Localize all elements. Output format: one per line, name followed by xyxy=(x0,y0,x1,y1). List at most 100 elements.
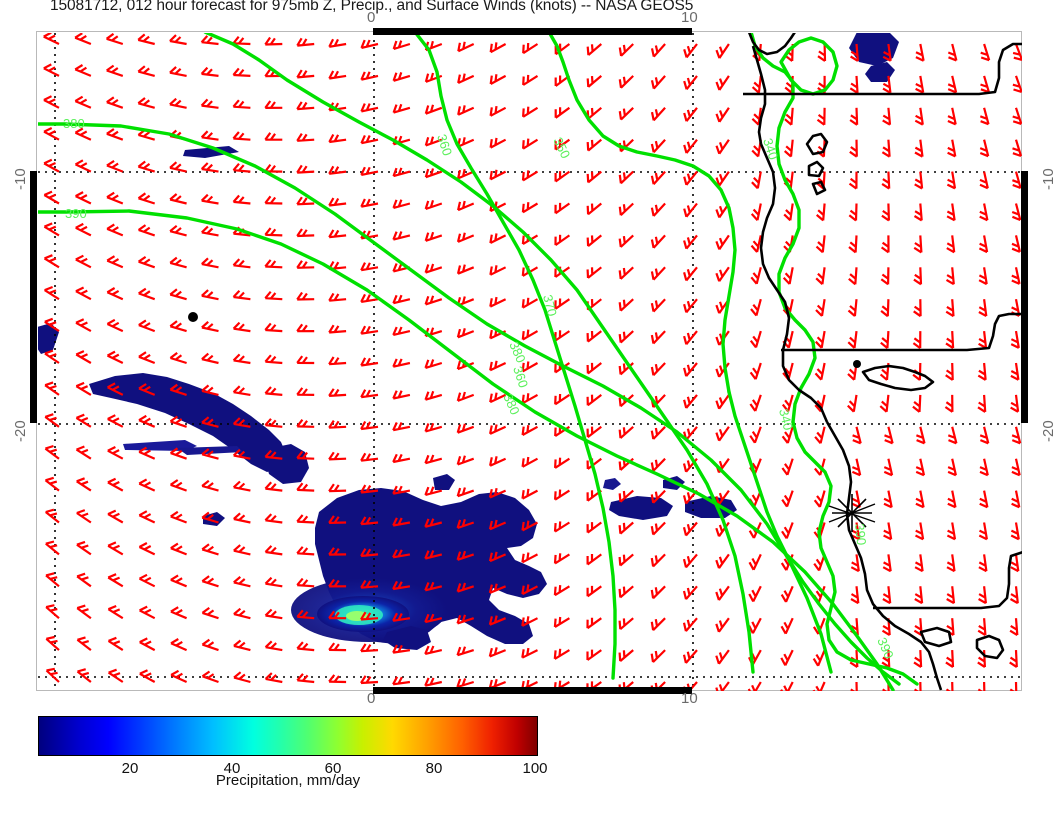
wind-barb xyxy=(201,638,219,652)
wind-barb xyxy=(424,677,443,687)
wind-barb xyxy=(554,457,570,469)
contour-label: 340 xyxy=(776,407,796,432)
wind-barb xyxy=(392,231,411,241)
wind-barb xyxy=(883,490,893,509)
wind-barb xyxy=(780,681,794,691)
wind-barb xyxy=(74,159,92,173)
wind-barb xyxy=(392,358,411,368)
wind-barb xyxy=(169,66,187,77)
wind-barb xyxy=(76,604,92,620)
wind-barb xyxy=(489,456,507,467)
wind-barb xyxy=(977,681,986,691)
wind-barb xyxy=(554,330,571,342)
wind-barb xyxy=(232,321,251,333)
wind-barb xyxy=(456,455,475,466)
wind-barb xyxy=(715,266,730,282)
wind-barb xyxy=(424,136,443,147)
wind-barb xyxy=(747,681,762,691)
wind-barb xyxy=(521,456,539,468)
wind-barb xyxy=(232,162,251,173)
wind-barb xyxy=(392,167,411,178)
wind-barb xyxy=(392,40,411,51)
wind-barb xyxy=(945,362,954,381)
wind-barb xyxy=(682,585,698,600)
wind-barb xyxy=(424,613,443,624)
wind-barb xyxy=(264,36,283,46)
wind-barb xyxy=(105,33,124,46)
wind-barb xyxy=(1011,203,1022,222)
wind-barb xyxy=(456,678,475,689)
wind-barb xyxy=(457,105,475,116)
wind-barb xyxy=(748,553,762,571)
wind-barb xyxy=(650,521,666,536)
wind-barb xyxy=(200,193,219,205)
wind-barb xyxy=(169,320,187,333)
wind-barb xyxy=(715,553,730,569)
wind-barb xyxy=(138,414,156,428)
wind-barb xyxy=(232,258,251,269)
wind-barb xyxy=(749,426,762,444)
wind-barb xyxy=(360,420,379,431)
wind-barb xyxy=(1011,426,1022,445)
wind-barb xyxy=(618,330,634,344)
wind-barb xyxy=(882,75,892,94)
page-title: 15081712, 012 hour forecast for 975mb Z,… xyxy=(50,0,694,14)
wind-barb xyxy=(947,490,957,509)
wind-barb xyxy=(424,390,443,401)
wind-barb xyxy=(76,572,92,588)
wind-barb xyxy=(76,540,92,556)
wind-barb xyxy=(554,393,571,406)
wind-barb xyxy=(392,549,411,559)
wind-barb xyxy=(618,362,634,376)
wind-barb xyxy=(201,257,219,269)
wind-barb xyxy=(978,586,987,605)
wind-barb xyxy=(946,171,957,190)
wind-barb xyxy=(751,75,762,94)
wind-barb xyxy=(749,330,762,349)
wind-barb xyxy=(264,163,283,173)
wind-barb xyxy=(683,330,698,345)
wind-barb xyxy=(1012,75,1022,93)
wind-barb xyxy=(1012,107,1022,125)
wind-barb xyxy=(946,586,956,605)
wind-barb xyxy=(978,267,988,286)
wind-barb xyxy=(392,453,411,464)
wind-barb xyxy=(107,414,124,428)
wind-barb xyxy=(781,522,794,540)
wind-barb xyxy=(748,585,762,603)
wind-barb xyxy=(360,516,379,526)
wind-barb xyxy=(978,554,988,573)
wind-barb xyxy=(360,71,379,81)
wind-barb xyxy=(554,170,571,183)
wind-barb xyxy=(915,490,925,509)
wind-barb xyxy=(914,171,924,190)
wind-barb xyxy=(139,669,156,683)
wind-barb xyxy=(360,484,379,494)
wind-barb xyxy=(946,554,956,573)
wind-barb xyxy=(946,235,956,254)
wind-barb xyxy=(200,98,219,109)
wind-barb xyxy=(76,477,92,492)
wind-barb xyxy=(45,667,60,683)
y-tick-right-minus20: -20 xyxy=(1040,420,1056,442)
wind-barb xyxy=(424,518,443,528)
wind-barb xyxy=(554,138,571,151)
wind-barb xyxy=(521,329,539,341)
wind-barb xyxy=(43,63,60,77)
wind-barb xyxy=(884,426,894,445)
wind-barb xyxy=(296,482,315,492)
axis-bar-bottom xyxy=(373,687,692,694)
wind-barb xyxy=(170,669,188,684)
wind-barb xyxy=(882,43,892,62)
wind-barb xyxy=(881,171,891,190)
wind-barb xyxy=(521,297,539,309)
wind-barb xyxy=(106,287,124,301)
wind-barb xyxy=(264,640,283,652)
wind-barb xyxy=(848,235,858,254)
wind-barb xyxy=(296,577,315,588)
wind-barb xyxy=(44,285,60,301)
wind-barb xyxy=(424,454,443,465)
wind-barb xyxy=(233,544,251,556)
wind-barb xyxy=(328,38,347,48)
wind-barb xyxy=(107,636,124,652)
